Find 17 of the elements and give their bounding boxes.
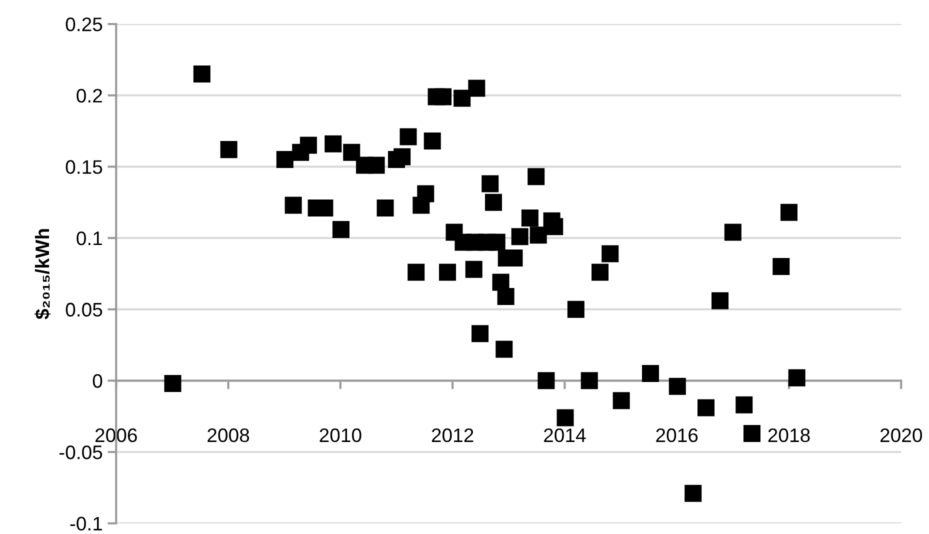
- y-tick-label: 0.2: [76, 88, 102, 103]
- x-tick-label: 2006: [95, 428, 137, 442]
- x-tick-label: 2018: [768, 428, 810, 442]
- x-tick-label: 2008: [208, 428, 250, 442]
- y-tick-label: 0.25: [66, 18, 102, 32]
- x-tick-label: 2010: [320, 428, 362, 442]
- x-tick-label: 2016: [656, 428, 698, 442]
- y-tick-label: -0.1: [70, 516, 102, 531]
- y-tick-label: -0.05: [59, 445, 102, 460]
- y-tick-label: 0.15: [66, 160, 102, 174]
- x-tick-label: 2012: [432, 428, 474, 442]
- y-tick-label: 0: [92, 374, 102, 388]
- x-tick-label: 2020: [880, 428, 922, 442]
- y-tick-label: 0.05: [66, 302, 102, 317]
- x-tick-label: 2014: [544, 428, 586, 442]
- y-tick-label: 0.1: [76, 231, 102, 246]
- y-axis-title: $₂₀₁₅/kWh: [34, 229, 50, 320]
